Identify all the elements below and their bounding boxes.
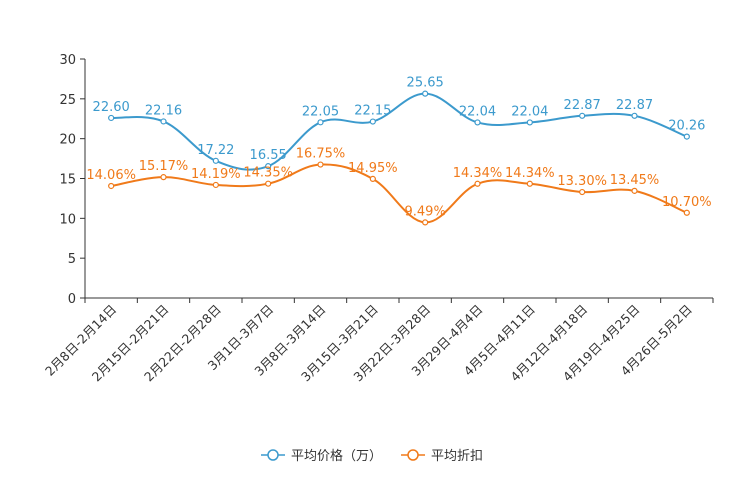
y-tick-label: 25 <box>59 93 76 108</box>
data-point[interactable] <box>526 119 533 126</box>
y-tick-label: 10 <box>59 212 76 227</box>
data-point[interactable] <box>317 161 324 168</box>
data-point[interactable] <box>212 181 219 189</box>
data-point[interactable] <box>369 175 376 182</box>
data-point[interactable] <box>579 188 586 196</box>
series-1 <box>108 90 690 171</box>
data-label: 22.87 <box>564 98 601 113</box>
data-point[interactable] <box>631 112 638 119</box>
data-point[interactable] <box>108 182 115 190</box>
data-point[interactable] <box>160 118 167 125</box>
data-label: 14.35% <box>243 166 293 181</box>
legend-marker-icon <box>407 449 419 461</box>
data-point[interactable] <box>474 180 481 187</box>
data-label: 13.45% <box>610 173 660 188</box>
data-label: 17.22 <box>197 143 234 158</box>
legend-label: 平均折扣 <box>431 449 483 464</box>
data-label: 25.65 <box>407 76 444 91</box>
data-label: 22.60 <box>93 100 130 115</box>
legend-item-1[interactable]: 平均价格（万） <box>261 448 382 464</box>
data-label: 9.49% <box>405 204 446 219</box>
data-label: 10.70% <box>662 195 712 210</box>
data-label: 14.06% <box>86 168 136 183</box>
legend-item-2[interactable]: 平均折扣 <box>401 449 483 464</box>
data-point[interactable] <box>369 118 376 125</box>
series-2 <box>108 161 690 226</box>
data-label: 20.26 <box>668 119 705 134</box>
data-label: 22.87 <box>616 98 653 113</box>
data-label: 14.34% <box>453 166 503 181</box>
data-point[interactable] <box>579 112 586 119</box>
data-label: 14.34% <box>505 166 555 181</box>
data-label: 16.55 <box>250 148 287 163</box>
data-label: 22.16 <box>145 103 182 118</box>
data-point[interactable] <box>683 209 690 216</box>
y-tick-label: 5 <box>68 252 76 267</box>
data-point[interactable] <box>422 90 429 97</box>
data-label: 14.95% <box>348 161 398 176</box>
data-point[interactable] <box>160 174 167 181</box>
data-label: 13.30% <box>557 174 607 189</box>
data-label: 16.75% <box>296 147 346 162</box>
data-point[interactable] <box>422 219 429 226</box>
data-label: 22.04 <box>511 104 548 119</box>
data-point[interactable] <box>683 133 690 140</box>
y-tick-label: 15 <box>59 173 76 188</box>
legend-label: 平均价格（万） <box>291 448 382 464</box>
data-point[interactable] <box>108 114 115 122</box>
data-point[interactable] <box>212 157 219 164</box>
data-label: 15.17% <box>139 159 189 174</box>
y-tick-label: 0 <box>68 292 76 307</box>
y-tick-label: 20 <box>59 133 76 148</box>
data-point[interactable] <box>526 180 533 187</box>
data-point[interactable] <box>265 163 272 170</box>
y-tick-label: 30 <box>59 53 76 68</box>
legend[interactable]: 平均价格（万） 平均折扣 <box>261 448 483 464</box>
data-label: 22.15 <box>354 104 391 119</box>
legend-marker-icon <box>267 449 279 461</box>
data-point[interactable] <box>631 187 638 194</box>
data-point[interactable] <box>265 180 272 187</box>
series-layer <box>108 90 690 226</box>
data-labels: 22.60 22.16 17.22 16.55 22.05 22.15 25.65 22.04… <box>86 76 711 220</box>
data-label: 22.04 <box>459 104 496 119</box>
data-label: 14.19% <box>191 167 241 182</box>
data-point[interactable] <box>317 119 324 126</box>
data-point[interactable] <box>474 119 481 126</box>
data-label: 22.05 <box>302 104 339 119</box>
